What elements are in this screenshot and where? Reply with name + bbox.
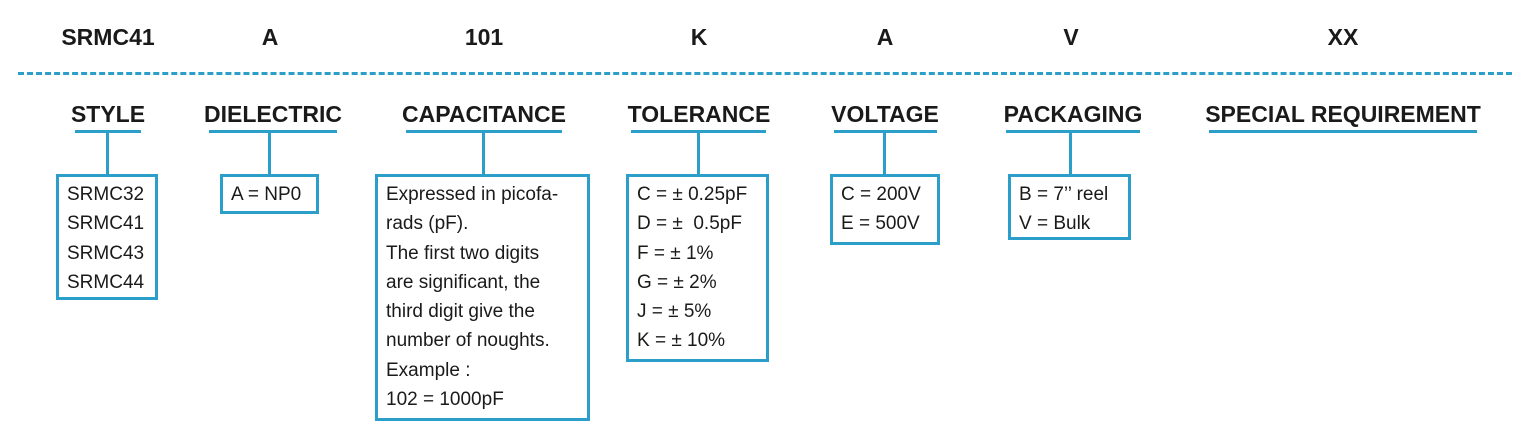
dielectric-option: A = NP0 [231,184,302,205]
heading-style: STYLE [70,101,146,127]
connector-tolerance [697,130,700,174]
code-style: SRMC41 [61,24,155,50]
heading-packaging: PACKAGING [1003,101,1143,127]
box-style: SRMC32 SRMC41 SRMC43 SRMC44 [56,174,158,300]
connector-packaging [1069,130,1072,174]
code-packaging: V [1063,24,1079,50]
tolerance-option: C = ± 0.25pF [637,184,748,205]
connector-capacitance [482,130,485,174]
voltage-option: C = 200V [841,184,921,205]
tolerance-option: K = ± 10% [637,330,726,352]
style-option: SRMC43 [67,242,145,264]
tolerance-option: D = ± 0.5pF [637,213,742,235]
capacitance-line: Example : [386,359,471,381]
code-tolerance: K [690,24,708,50]
capacitance-line: 102 = 1000pF [386,389,504,411]
connector-dielectric [268,130,271,174]
box-capacitance: Expressed in picofa- rads (pF). The firs… [375,174,590,421]
underline-special [1209,130,1477,133]
style-option: SRMC44 [67,271,145,293]
code-special: XX [1327,24,1359,50]
packaging-option: B = 7’’ reel [1019,184,1109,205]
tolerance-option: F = ± 1% [637,242,714,264]
heading-tolerance: TOLERANCE [627,101,771,127]
box-dielectric: A = NP0 [220,174,319,214]
underline-dielectric [209,130,337,133]
underline-packaging [1006,130,1140,133]
box-tolerance: C = ± 0.25pF D = ± 0.5pF F = ± 1% G = ± … [626,174,769,362]
capacitance-line: rads (pF). [386,213,469,235]
capacitance-line: The first two digits [386,242,540,264]
style-option: SRMC32 [67,184,145,205]
box-voltage: C = 200V E = 500V [830,174,940,245]
connector-voltage [883,130,886,174]
capacitance-line: Expressed in picofa- [386,184,559,205]
tolerance-option: J = ± 5% [637,301,712,323]
style-option: SRMC41 [67,213,145,235]
heading-capacitance: CAPACITANCE [402,101,566,127]
capacitance-line: third digit give the [386,301,535,323]
voltage-option: E = 500V [841,213,920,235]
dashed-divider [18,72,1512,75]
capacitance-line: are significant, the [386,271,541,293]
heading-dielectric: DIELECTRIC [204,101,342,127]
code-dielectric: A [261,24,279,50]
tolerance-option: G = ± 2% [637,271,717,293]
code-voltage: A [876,24,894,50]
connector-style [106,130,109,174]
box-packaging: B = 7’’ reel V = Bulk [1008,174,1131,240]
capacitance-line: number of noughts. [386,330,550,352]
packaging-option: V = Bulk [1019,213,1091,235]
code-capacitance: 101 [464,24,504,50]
heading-special: SPECIAL REQUIREMENT [1205,101,1481,127]
heading-voltage: VOLTAGE [831,101,939,127]
